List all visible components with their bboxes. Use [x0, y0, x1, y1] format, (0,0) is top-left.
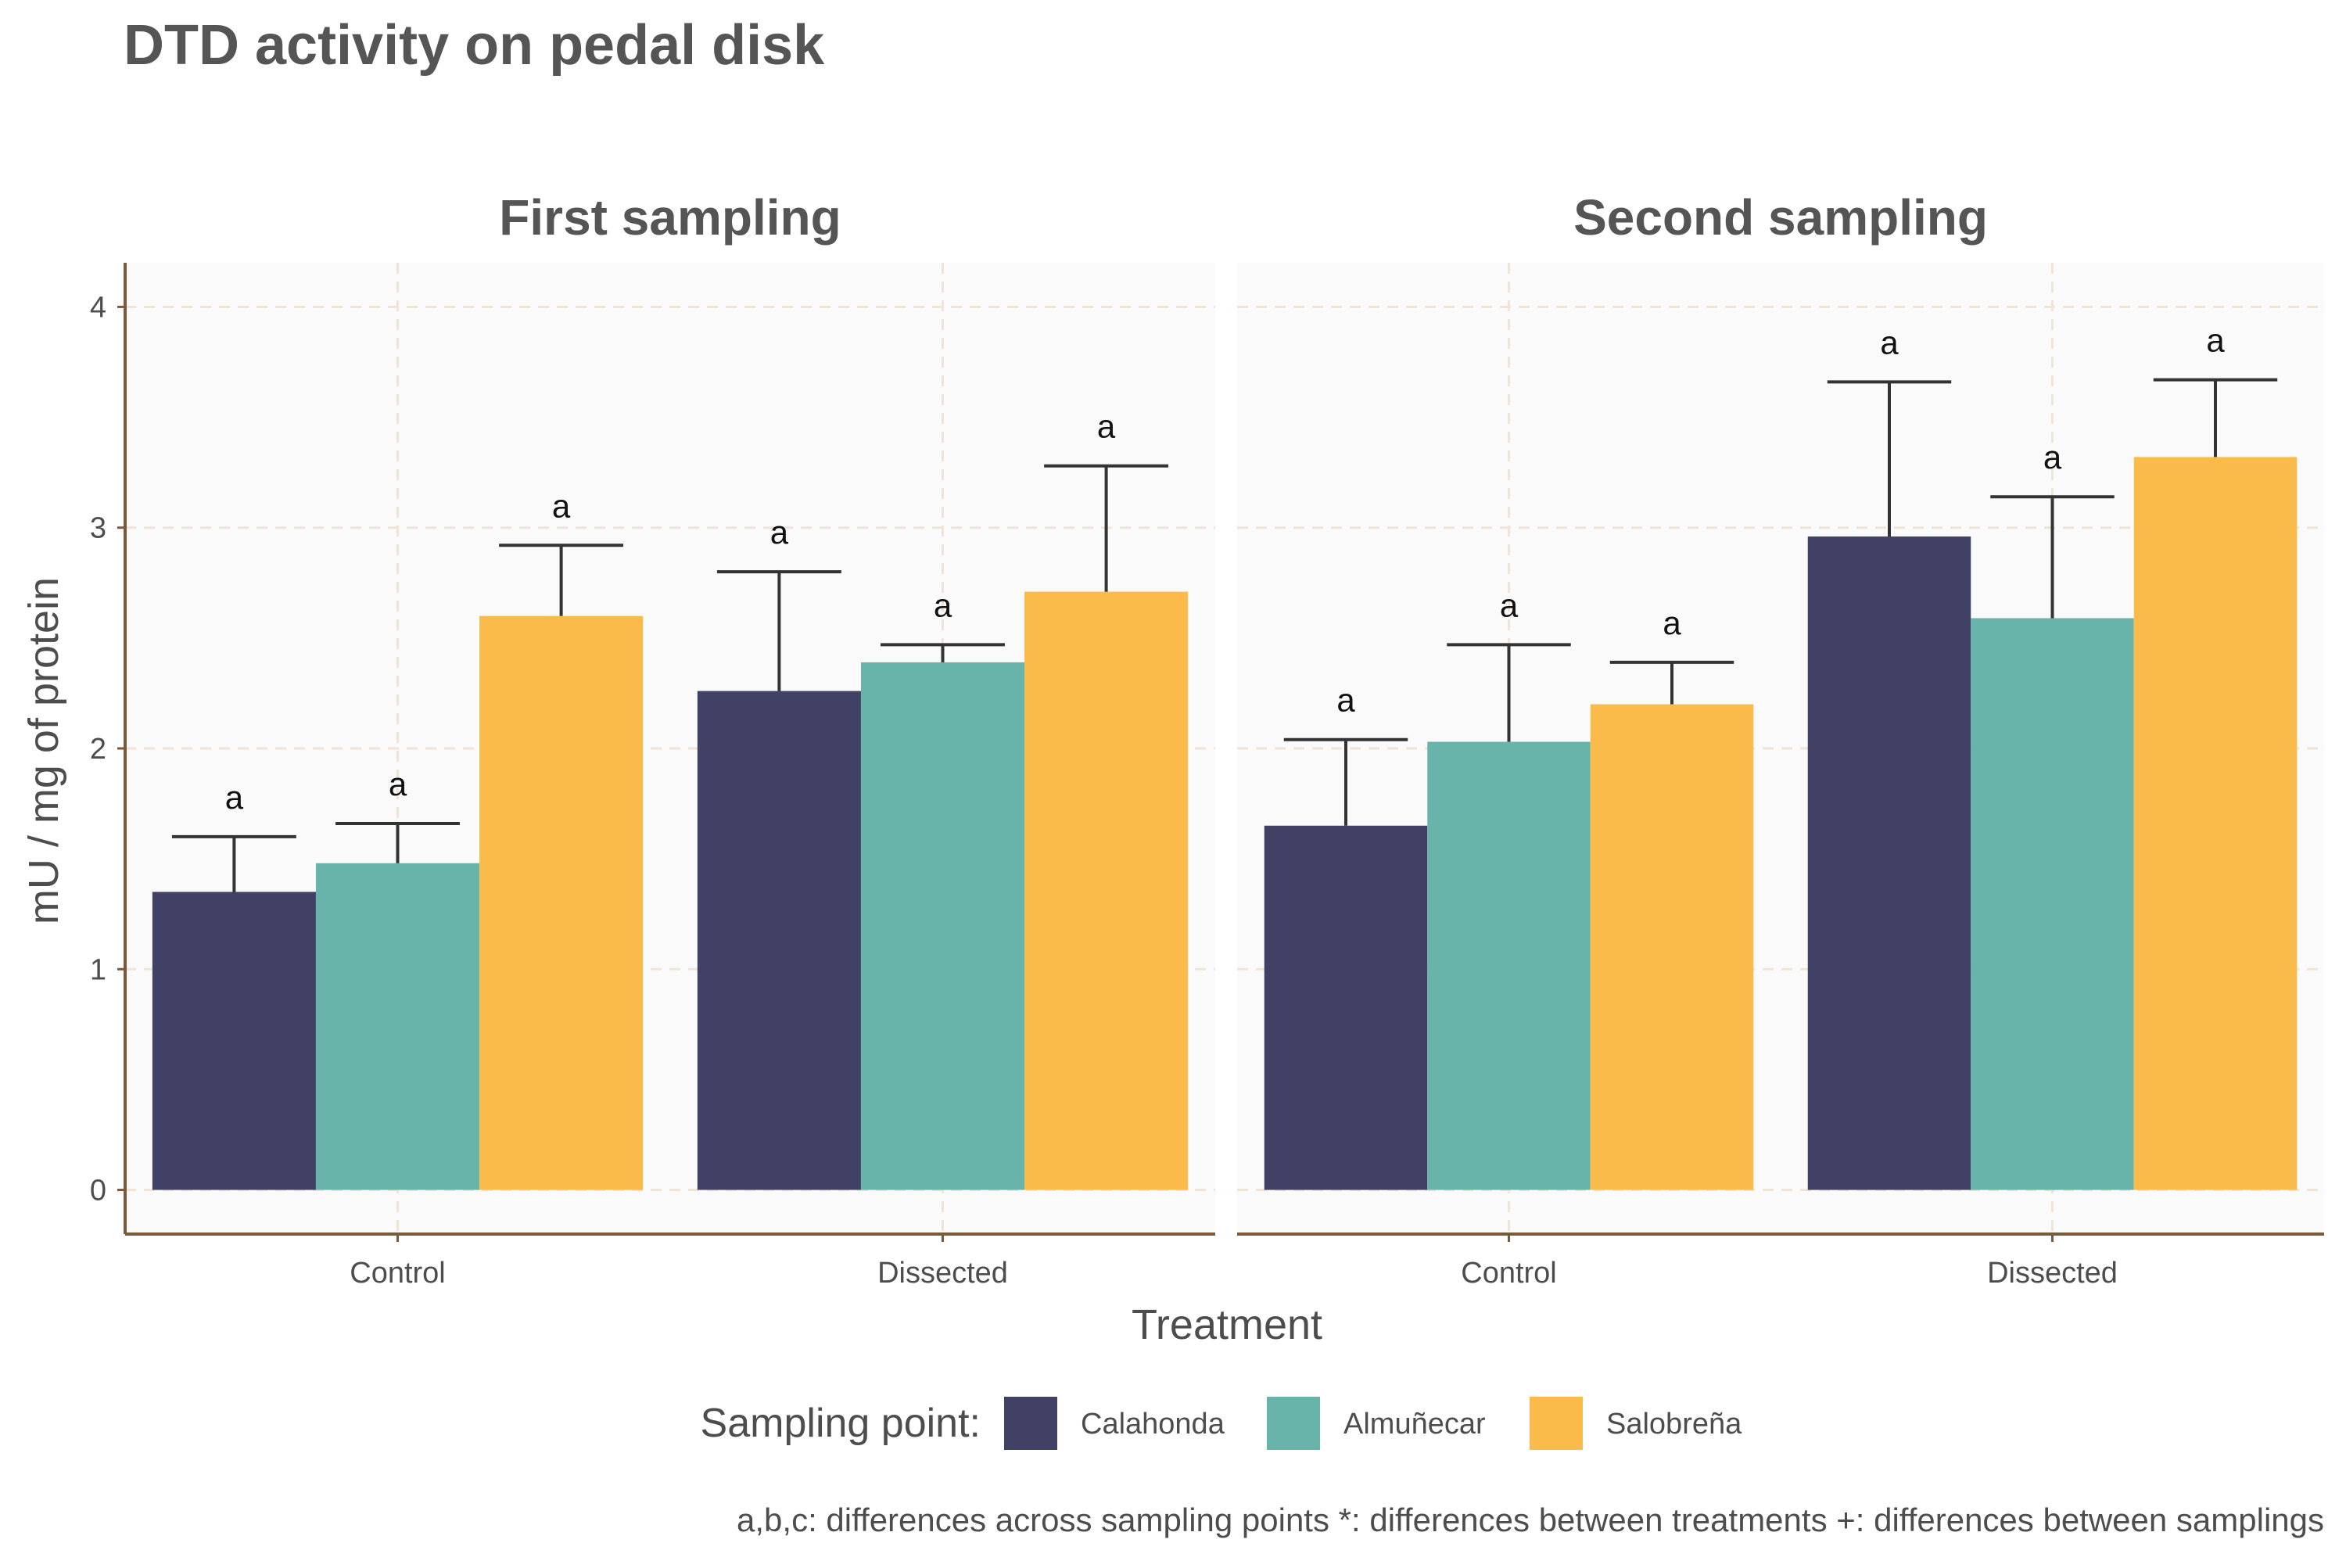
bar-salobreña-control: [479, 615, 644, 1190]
bar-salobreña-dissected: [2133, 457, 2298, 1190]
significance-label: a: [2043, 439, 2062, 475]
bar-calahonda-control: [152, 892, 316, 1190]
legend-label: Almuñecar: [1343, 1408, 1486, 1441]
bar-calahonda-dissected: [1807, 536, 1971, 1190]
legend: Sampling point: Calahonda Almuñecar Salobre…: [701, 1397, 1742, 1450]
legend-label: Calahonda: [1081, 1408, 1225, 1441]
significance-label: a: [1336, 682, 1355, 719]
bar-salobreña-control: [1590, 704, 1754, 1190]
legend-title: Sampling point:: [701, 1401, 981, 1446]
chart-title: DTD activity on pedal disk: [124, 14, 825, 77]
legend-label: Salobreña: [1606, 1408, 1742, 1441]
x-tick-label: Dissected: [877, 1257, 1008, 1290]
facet-panel-2: a a a a a a Control Dissected Second sampling: [1237, 189, 2324, 1290]
significance-label: a: [1663, 605, 1681, 641]
significance-label: a: [770, 514, 789, 551]
y-axis: 0 1 2 3 4: [90, 263, 127, 1234]
y-tick-label: 3: [90, 512, 106, 545]
bar-almuñecar-control: [1427, 741, 1591, 1190]
significance-label: a: [934, 587, 952, 623]
significance-label: a: [1500, 587, 1519, 623]
y-tick-label: 0: [90, 1175, 106, 1207]
y-tick-label: 4: [90, 291, 106, 324]
x-tick-label: Control: [1461, 1257, 1557, 1290]
bar-almuñecar-dissected: [860, 662, 1025, 1190]
legend-key-salobreña: [1530, 1397, 1583, 1450]
bar-almuñecar-control: [315, 863, 480, 1190]
bar-calahonda-dissected: [697, 691, 861, 1190]
x-tick-label: Control: [350, 1257, 446, 1290]
facet-title: First sampling: [499, 189, 841, 246]
x-axis-title: Treatment: [1132, 1301, 1322, 1348]
significance-label: a: [2206, 322, 2225, 359]
x-tick-label: Dissected: [1987, 1257, 2118, 1290]
significance-label: a: [1880, 324, 1899, 361]
y-axis-title: mU / mg of protein: [20, 577, 67, 924]
y-tick-label: 2: [90, 733, 106, 766]
bar-calahonda-control: [1264, 825, 1428, 1190]
significance-label: a: [552, 487, 571, 524]
bar-salobreña-dissected: [1024, 591, 1189, 1190]
legend-key-almuñecar: [1267, 1397, 1320, 1450]
y-tick-label: 1: [90, 953, 106, 986]
significance-label: a: [1097, 408, 1116, 445]
facet-panel-1: a a a a a a Control Dissected First sampling: [125, 189, 1215, 1290]
facet-title: Second sampling: [1573, 189, 1988, 246]
significance-label: a: [225, 779, 244, 816]
significance-label: a: [389, 766, 407, 802]
chart-caption: a,b,c: differences across sampling point…: [737, 1502, 2324, 1538]
legend-key-calahonda: [1004, 1397, 1057, 1450]
bar-almuñecar-dissected: [1971, 618, 2134, 1190]
